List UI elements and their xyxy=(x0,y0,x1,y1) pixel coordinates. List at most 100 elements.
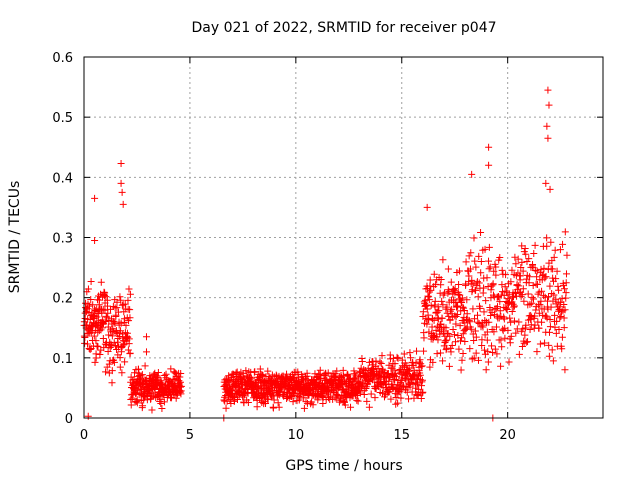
data-point xyxy=(492,304,500,312)
data-point xyxy=(519,267,527,275)
data-point xyxy=(274,399,282,407)
data-point xyxy=(435,307,443,315)
data-point xyxy=(412,359,420,367)
data-point xyxy=(118,188,126,196)
data-point xyxy=(412,384,420,392)
data-point xyxy=(427,302,435,310)
data-point xyxy=(436,321,444,329)
data-point xyxy=(522,321,530,329)
data-point xyxy=(538,318,546,326)
data-point xyxy=(498,266,506,274)
data-point xyxy=(454,291,462,299)
data-point xyxy=(547,238,555,246)
data-point xyxy=(517,263,525,271)
data-point xyxy=(489,291,497,299)
data-point xyxy=(97,278,105,286)
data-point xyxy=(545,341,553,349)
data-point xyxy=(538,287,546,295)
data-point xyxy=(532,306,540,314)
chart-title: Day 021 of 2022, SRMTID for receiver p04… xyxy=(191,20,496,36)
data-point xyxy=(400,350,408,358)
data-point xyxy=(476,304,484,312)
data-point xyxy=(101,289,109,297)
data-point xyxy=(530,249,538,257)
data-point xyxy=(469,305,477,313)
data-point xyxy=(541,293,549,301)
data-point xyxy=(504,326,512,334)
data-point xyxy=(556,303,564,311)
data-point xyxy=(438,314,446,322)
data-point xyxy=(387,395,395,403)
data-point xyxy=(454,302,462,310)
data-point xyxy=(465,316,473,324)
data-point xyxy=(102,368,110,376)
data-point xyxy=(397,394,405,402)
data-point xyxy=(113,298,121,306)
data-point xyxy=(447,278,455,286)
data-point xyxy=(555,286,563,294)
data-point xyxy=(401,375,409,383)
data-point xyxy=(505,300,513,308)
data-point xyxy=(449,286,457,294)
data-point xyxy=(439,301,447,309)
data-point xyxy=(502,305,510,313)
data-point xyxy=(87,295,95,303)
data-point xyxy=(518,291,526,299)
data-point xyxy=(480,308,488,316)
data-point xyxy=(434,303,442,311)
data-point xyxy=(475,252,483,260)
data-point xyxy=(420,347,428,355)
data-point xyxy=(463,296,471,304)
data-point xyxy=(543,314,551,322)
data-point xyxy=(525,255,533,263)
data-point xyxy=(360,391,368,399)
x-tick-label: 5 xyxy=(186,428,194,443)
data-point xyxy=(341,401,349,409)
data-point xyxy=(489,280,497,288)
data-point xyxy=(432,326,440,334)
data-point xyxy=(428,323,436,331)
data-point xyxy=(90,332,98,340)
data-point xyxy=(102,293,110,301)
data-point xyxy=(452,320,460,328)
data-point xyxy=(122,321,130,329)
data-point xyxy=(531,312,539,320)
data-point xyxy=(490,328,498,336)
data-point xyxy=(431,297,439,305)
data-point xyxy=(508,266,516,274)
data-point xyxy=(518,343,526,351)
data-point xyxy=(487,286,495,294)
data-point xyxy=(92,337,100,345)
data-point xyxy=(558,295,566,303)
data-point xyxy=(392,373,400,381)
data-point xyxy=(562,289,570,297)
data-point xyxy=(487,311,495,319)
data-point xyxy=(242,367,250,375)
data-point xyxy=(111,320,119,328)
data-point xyxy=(446,332,454,340)
data-point xyxy=(167,365,175,373)
data-point xyxy=(148,406,156,414)
data-point xyxy=(389,371,397,379)
data-point xyxy=(509,293,517,301)
data-point xyxy=(484,348,492,356)
data-point xyxy=(465,252,473,260)
data-point xyxy=(472,286,480,294)
data-point xyxy=(459,330,467,338)
data-point xyxy=(492,263,500,271)
data-point xyxy=(148,392,156,400)
data-point xyxy=(474,293,482,301)
data-point xyxy=(494,303,502,311)
data-point xyxy=(479,323,487,331)
data-point xyxy=(549,357,557,365)
data-point xyxy=(124,333,132,341)
data-point xyxy=(443,303,451,311)
data-point xyxy=(482,297,490,305)
data-point xyxy=(356,387,364,395)
data-point xyxy=(458,334,466,342)
data-point xyxy=(451,285,459,293)
data-point xyxy=(525,279,533,287)
data-point xyxy=(507,332,515,340)
data-point xyxy=(462,258,470,266)
data-point xyxy=(533,348,541,356)
